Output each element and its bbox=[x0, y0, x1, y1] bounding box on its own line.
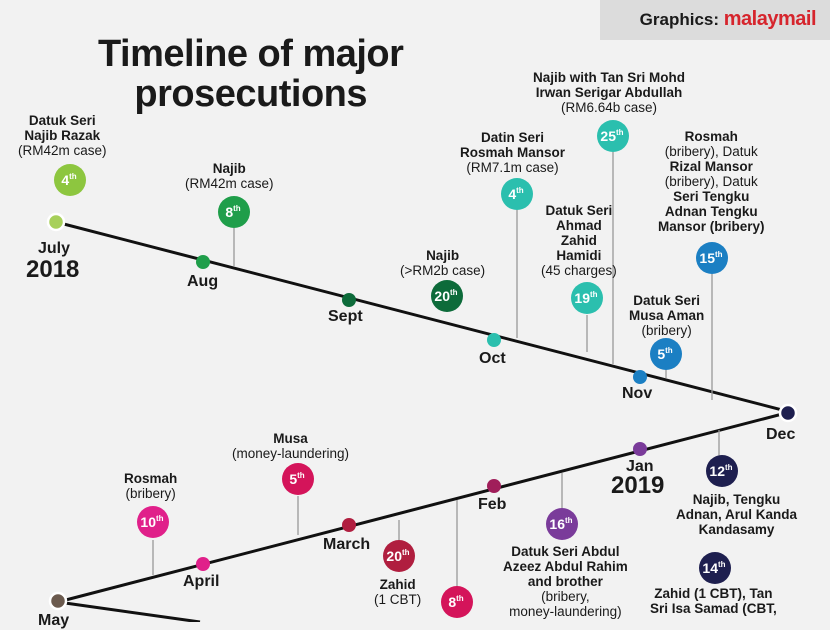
badge-day: 8th bbox=[225, 204, 240, 220]
badge-circle bbox=[54, 164, 86, 196]
credit-band bbox=[600, 0, 830, 40]
badge-circle bbox=[699, 552, 731, 584]
credit-prefix: Graphics: bbox=[639, 10, 720, 29]
event-badge: 5th bbox=[282, 463, 314, 495]
event-badge: 4th bbox=[54, 164, 86, 196]
badge-circle bbox=[431, 280, 463, 312]
event-badge: 5th bbox=[650, 338, 682, 370]
month-label-feb: Feb bbox=[478, 496, 507, 513]
badge-day: 5th bbox=[657, 346, 672, 362]
month-label-aug: Aug bbox=[187, 273, 219, 290]
badge-day: 15th bbox=[699, 250, 722, 266]
event-badge: 10th bbox=[137, 506, 169, 538]
dot-march bbox=[342, 518, 356, 532]
event-badge: 12th bbox=[706, 455, 738, 487]
event-text-mar20: Zahid (1 CBT) bbox=[374, 577, 422, 607]
dot-oct bbox=[487, 333, 501, 347]
event-text-apr10: Rosmah (bribery) bbox=[124, 471, 178, 501]
month-label-nov: Nov bbox=[622, 385, 653, 402]
badge-day: 4th bbox=[61, 172, 76, 188]
badge-day: 4th bbox=[508, 186, 523, 202]
badge-circle bbox=[441, 586, 473, 618]
badge-circle bbox=[137, 506, 169, 538]
month-label-dec: Dec bbox=[766, 426, 796, 443]
year-label-2019: 2019 bbox=[611, 472, 665, 499]
badge-day: 20th bbox=[386, 548, 409, 564]
event-badge: 15th bbox=[696, 242, 728, 274]
credit-brand-logo: malaymail bbox=[723, 8, 817, 30]
badge-circle bbox=[650, 338, 682, 370]
badge-day: 20th bbox=[434, 288, 457, 304]
month-label-april: April bbox=[183, 573, 220, 590]
badge-circle bbox=[706, 455, 738, 487]
title-line-1: Timeline of major bbox=[98, 33, 404, 75]
badge-day: 14th bbox=[702, 560, 725, 576]
badge-circle bbox=[383, 540, 415, 572]
badge-circle bbox=[696, 242, 728, 274]
event-badge: 14th bbox=[699, 552, 731, 584]
event-text-jan16: Datuk Seri Abdul Azeez Abdul Rahim and bro… bbox=[503, 544, 628, 619]
badge-circle bbox=[597, 120, 629, 152]
event-badge: 4th bbox=[501, 178, 533, 210]
event-badges: 4th 8th 20th 4th 25th 19th 5th 15th 12th 14th 16th… bbox=[54, 120, 738, 618]
badge-day: 10th bbox=[140, 514, 163, 530]
event-badge: 8th bbox=[218, 196, 250, 228]
event-text-dec14: Zahid (1 CBT), Tan Sri Isa Samad (CBT, bbox=[650, 586, 777, 616]
event-text-oct19: Datuk Seri Ahmad Zahid Hamidi (45 charges) bbox=[541, 203, 617, 278]
event-badge: 8th bbox=[441, 586, 473, 618]
graphics-credit: Graphics: malaymail bbox=[639, 8, 817, 31]
badge-circle bbox=[546, 508, 578, 540]
event-text-oct4: Datin Seri Rosmah Mansor (RM7.1m case) bbox=[460, 130, 566, 175]
dot-feb bbox=[487, 479, 501, 493]
page-title: Timeline of major prosecutions bbox=[98, 33, 404, 115]
dot-dec bbox=[778, 403, 798, 423]
event-text-nov5: Datuk Seri Musa Aman (bribery) bbox=[629, 293, 705, 338]
event-badge: 19th bbox=[571, 282, 603, 314]
event-badge: 20th bbox=[383, 540, 415, 572]
event-badge: 16th bbox=[546, 508, 578, 540]
dot-aug bbox=[196, 255, 210, 269]
badge-circle bbox=[282, 463, 314, 495]
badge-day: 19th bbox=[574, 290, 597, 306]
dot-sept bbox=[342, 293, 356, 307]
badge-day: 5th bbox=[289, 471, 304, 487]
event-text-jul4: Datuk Seri Najib Razak (RM42m case) bbox=[18, 113, 107, 158]
badge-day: 12th bbox=[709, 463, 732, 479]
event-badge: 25th bbox=[597, 120, 629, 152]
year-label-2018: 2018 bbox=[26, 256, 80, 283]
badge-day: 25th bbox=[600, 128, 623, 144]
month-label-sept: Sept bbox=[328, 308, 363, 325]
event-badge: 20th bbox=[431, 280, 463, 312]
event-text-mar5: Musa (money-laundering) bbox=[232, 431, 350, 461]
title-line-2: prosecutions bbox=[134, 73, 368, 115]
dot-nov bbox=[633, 370, 647, 384]
event-text-aug8: Najib (RM42m case) bbox=[185, 161, 274, 191]
dot-april bbox=[196, 557, 210, 571]
timeline-line bbox=[55, 220, 796, 622]
event-text-sep20: Najib (>RM2b case) bbox=[400, 248, 486, 278]
month-label-march: March bbox=[323, 536, 371, 553]
badge-circle bbox=[218, 196, 250, 228]
event-text-dec12: Najib, Tengku Adnan, Arul Kanda Kandasamy bbox=[676, 492, 798, 537]
month-label-jan: Jan bbox=[626, 458, 654, 475]
event-text-oct25: Najib with Tan Sri Mohd Irwan Serigar Abd… bbox=[533, 70, 685, 115]
month-label-oct: Oct bbox=[479, 350, 506, 367]
badge-circle bbox=[501, 178, 533, 210]
badge-day: 16th bbox=[549, 516, 572, 532]
badge-circle bbox=[571, 282, 603, 314]
dot-may bbox=[48, 591, 68, 611]
dot-july bbox=[46, 212, 66, 232]
dot-jan bbox=[633, 442, 647, 456]
month-label-july: July bbox=[38, 240, 71, 257]
month-dots bbox=[46, 212, 798, 611]
badge-day: 8th bbox=[448, 594, 463, 610]
month-label-may: May bbox=[38, 612, 70, 629]
event-text-nov15: Rosmah (bribery), Datuk Rizal Mansor (bribe… bbox=[658, 129, 765, 234]
